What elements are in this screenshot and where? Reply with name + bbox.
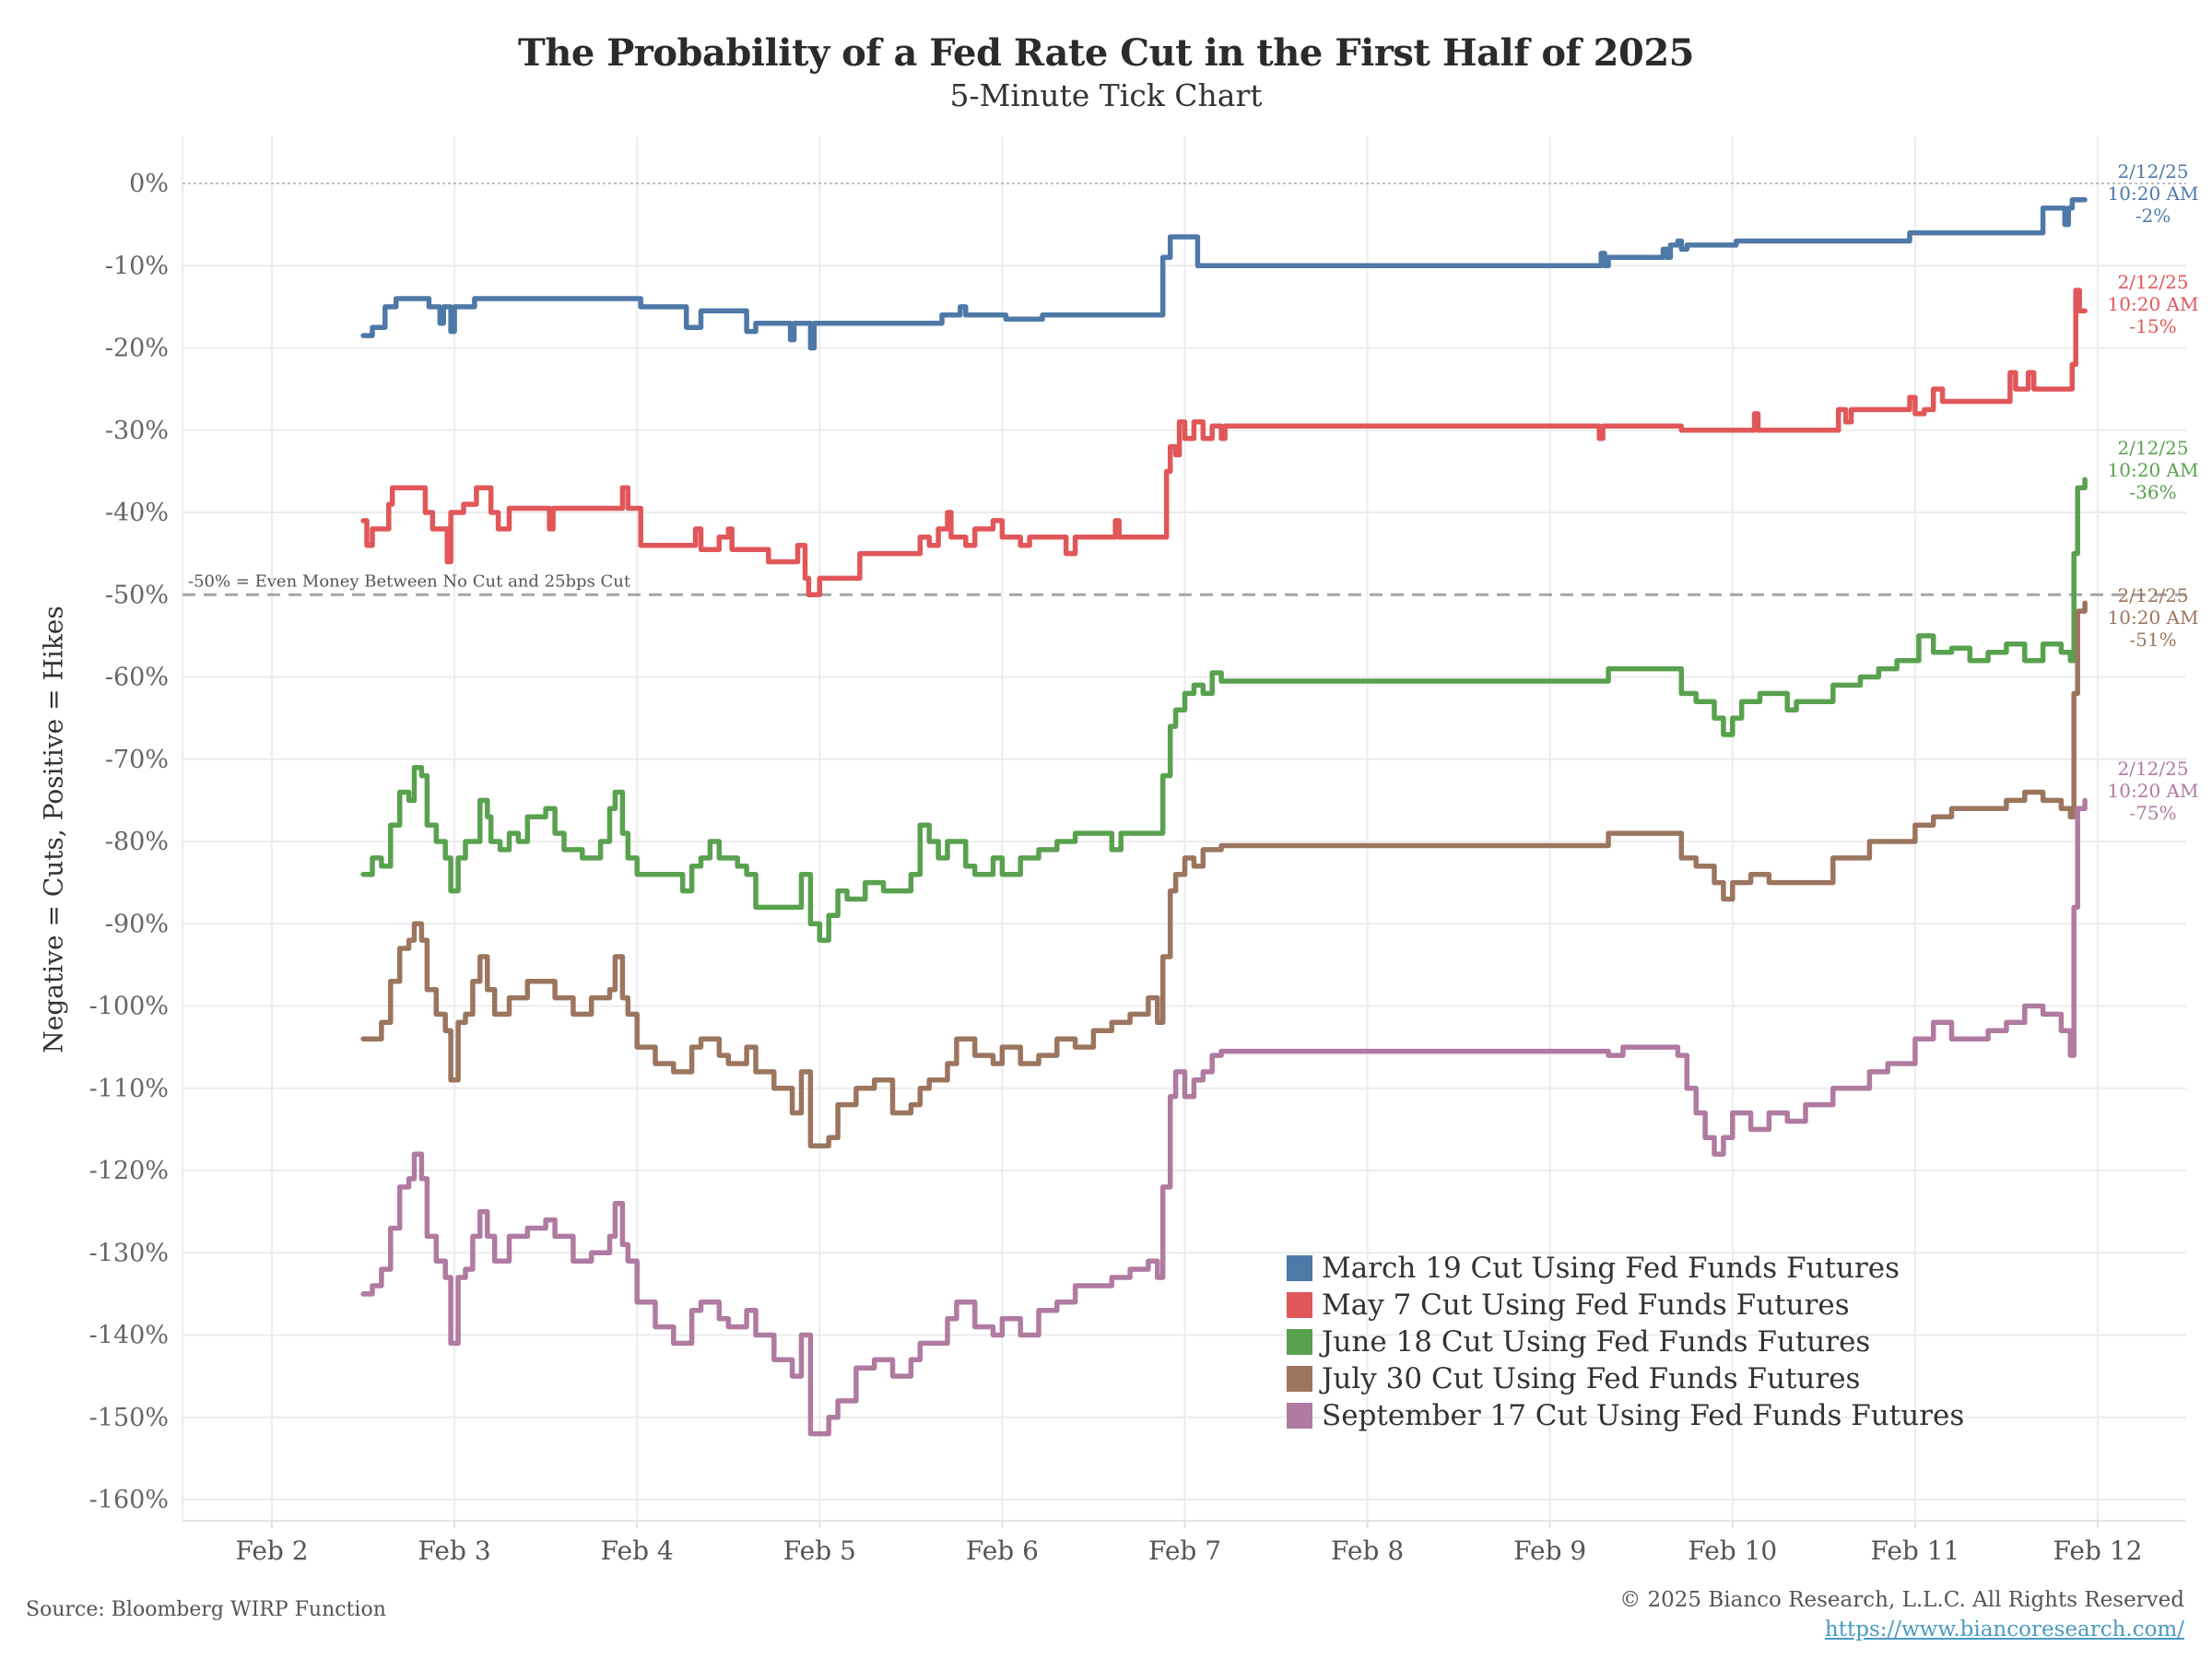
reference-line-label: -50% = Even Money Between No Cut and 25b… — [188, 571, 631, 591]
y-tick-label: -20% — [105, 335, 169, 363]
y-tick-label: -30% — [105, 417, 169, 445]
x-tick-label: Feb 8 — [1331, 1535, 1404, 1566]
legend-item: June 18 Cut Using Fed Funds Futures — [1287, 1324, 1964, 1360]
y-tick-label: -70% — [105, 746, 169, 774]
legend: March 19 Cut Using Fed Funds Futures May … — [1287, 1250, 1964, 1434]
x-axis-ticks: Feb 2 Feb 3 Feb 4 Feb 5 Feb 6 Feb 7 Feb 8 Feb 9… — [235, 1521, 2142, 1566]
series-line-0 — [360, 197, 2088, 351]
x-tick-label: Feb 10 — [1688, 1535, 1777, 1566]
x-tick-label: Feb 3 — [418, 1535, 491, 1566]
end-label-line: 10:20 AM — [2108, 182, 2199, 205]
end-label-line: -51% — [2129, 629, 2176, 651]
end-label-line: 10:20 AM — [2108, 780, 2199, 802]
x-tick-label: Feb 4 — [601, 1535, 674, 1566]
source-note: Source: Bloomberg WIRP Function — [26, 1598, 386, 1621]
copyright-text: © 2025 Bianco Research, L.L.C. All Right… — [1619, 1588, 2184, 1612]
y-tick-label: -130% — [89, 1239, 169, 1267]
legend-swatch — [1287, 1255, 1312, 1281]
x-tick-label: Feb 6 — [966, 1535, 1039, 1566]
y-tick-label: -90% — [105, 910, 169, 938]
y-tick-label: -80% — [105, 828, 169, 856]
end-label-line: 10:20 AM — [2108, 459, 2199, 481]
y-axis-label: Negative = Cuts, Positive = Hikes — [38, 606, 69, 1053]
y-tick-label: -40% — [105, 499, 169, 527]
legend-item: September 17 Cut Using Fed Funds Futures — [1287, 1397, 1964, 1434]
chart-title: The Probability of a Fed Rate Cut in the… — [517, 31, 1695, 75]
y-tick-label: -100% — [89, 993, 169, 1021]
x-tick-label: Feb 11 — [1870, 1535, 1959, 1566]
end-label-line: 2/12/25 — [2117, 271, 2188, 293]
y-tick-label: -160% — [89, 1486, 169, 1514]
legend-label: March 19 Cut Using Fed Funds Futures — [1322, 1252, 1900, 1285]
y-tick-label: -10% — [105, 252, 169, 280]
website-link[interactable]: https://www.biancoresearch.com/ — [1824, 1618, 2184, 1641]
legend-swatch — [1287, 1292, 1312, 1318]
end-label-line: -75% — [2129, 802, 2176, 824]
y-tick-label: -140% — [89, 1322, 169, 1350]
series-lines — [360, 197, 2088, 1437]
legend-swatch — [1287, 1403, 1312, 1429]
end-label-line: -2% — [2136, 205, 2171, 227]
y-tick-label: 0% — [129, 170, 169, 198]
x-tick-label: Feb 7 — [1148, 1535, 1221, 1566]
y-tick-label: -120% — [89, 1157, 169, 1185]
chart-subtitle: 5-Minute Tick Chart — [949, 77, 1263, 113]
series-line-1 — [360, 288, 2088, 598]
end-label-line: 2/12/25 — [2117, 758, 2188, 780]
x-tick-label: Feb 5 — [783, 1535, 856, 1566]
copyright-block: © 2025 Bianco Research, L.L.C. All Right… — [1619, 1585, 2184, 1644]
series-line-2 — [360, 477, 2088, 943]
end-label-line: -36% — [2129, 481, 2176, 503]
end-label-line: 2/12/25 — [2117, 160, 2188, 182]
legend-label: June 18 Cut Using Fed Funds Futures — [1322, 1325, 1871, 1359]
end-label-line: -15% — [2129, 315, 2176, 337]
x-tick-label: Feb 9 — [1513, 1535, 1586, 1566]
legend-item: May 7 Cut Using Fed Funds Futures — [1287, 1287, 1964, 1324]
legend-label: September 17 Cut Using Fed Funds Futures — [1322, 1399, 1965, 1432]
y-tick-label: -60% — [105, 664, 169, 692]
y-tick-label: -110% — [89, 1075, 169, 1103]
legend-item: July 30 Cut Using Fed Funds Futures — [1287, 1360, 1964, 1397]
end-label-line: 10:20 AM — [2108, 606, 2199, 629]
x-tick-label: Feb 12 — [2053, 1535, 2143, 1566]
series-line-4 — [360, 797, 2088, 1437]
legend-item: March 19 Cut Using Fed Funds Futures — [1287, 1250, 1964, 1287]
legend-label: May 7 Cut Using Fed Funds Futures — [1322, 1288, 1850, 1322]
y-tick-label: -150% — [89, 1404, 169, 1432]
y-tick-label: -50% — [105, 581, 169, 609]
series-line-3 — [360, 600, 2088, 1148]
legend-swatch — [1287, 1366, 1312, 1392]
legend-swatch — [1287, 1329, 1312, 1355]
end-label-line: 2/12/25 — [2117, 584, 2188, 606]
end-label-line: 10:20 AM — [2108, 293, 2199, 315]
x-tick-label: Feb 2 — [235, 1535, 308, 1566]
reference-lines: -50% = Even Money Between No Cut and 25b… — [182, 182, 2186, 596]
legend-label: July 30 Cut Using Fed Funds Futures — [1322, 1362, 1861, 1395]
end-label-line: 2/12/25 — [2117, 437, 2188, 459]
y-axis-ticks: 0% -10% -20% -30% -40% -50% -60% -70% -80% -90% -1… — [89, 170, 169, 1514]
gridlines — [182, 136, 2186, 1522]
